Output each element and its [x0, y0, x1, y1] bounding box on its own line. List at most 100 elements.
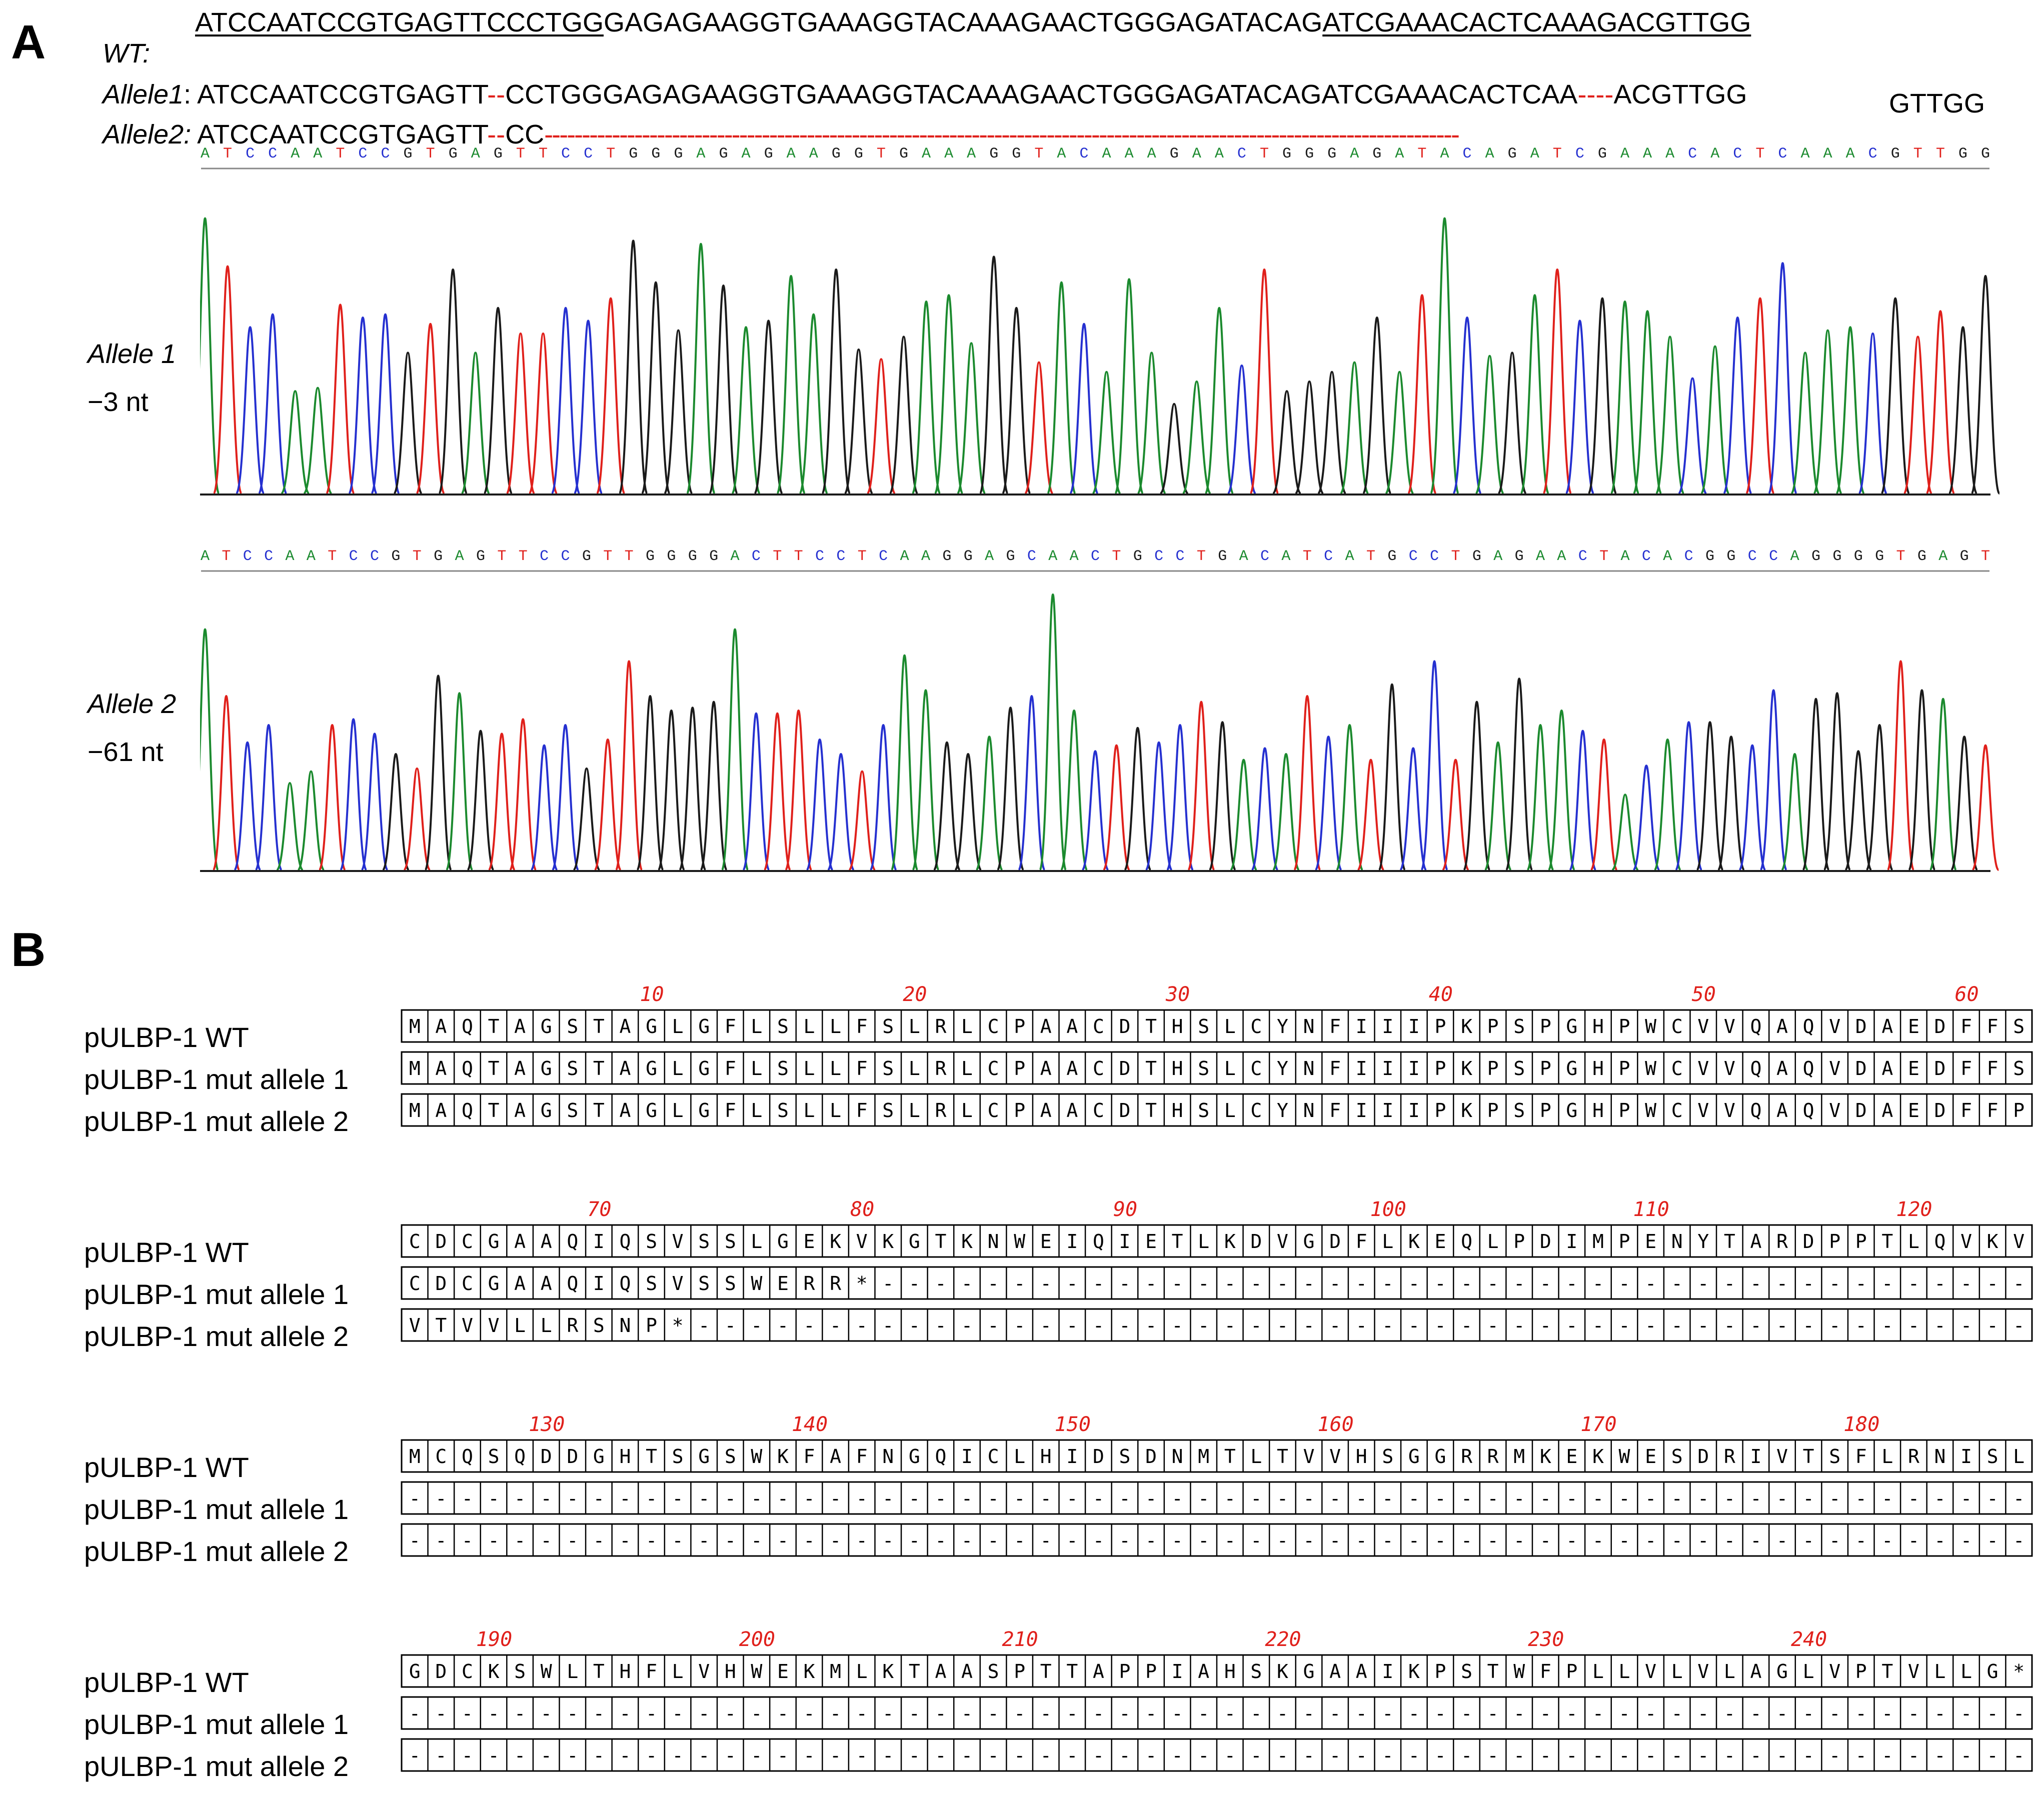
residue: F	[1329, 1058, 1341, 1080]
residue: -	[1093, 1488, 1104, 1510]
trace-peak	[505, 332, 536, 494]
trace-peak	[258, 313, 288, 494]
residue: K	[1987, 1230, 1998, 1252]
base-call-letter: C	[1324, 548, 1333, 565]
residue: K	[1224, 1230, 1236, 1252]
residue: -	[1540, 1702, 1551, 1724]
residue: G	[698, 1446, 710, 1468]
residue: C	[988, 1058, 999, 1080]
residue: G	[1987, 1660, 1998, 1682]
residue: -	[672, 1530, 684, 1552]
chromatogram-2-label: Allele 2 −61 nt	[88, 680, 176, 776]
residue: F	[856, 1058, 868, 1080]
trace-peak	[615, 660, 643, 871]
trace-peak	[1229, 758, 1258, 871]
residue: -	[1119, 1702, 1131, 1724]
residue: -	[1356, 1272, 1367, 1294]
trace-peak	[1790, 352, 1820, 494]
residue: -	[1987, 1702, 1998, 1724]
base-call-letter: G	[942, 548, 951, 565]
residue: L	[961, 1100, 973, 1122]
residue: -	[1093, 1314, 1104, 1336]
residue: C	[462, 1272, 473, 1294]
trace-peak	[996, 706, 1025, 871]
base-call-letter: A	[1440, 146, 1449, 162]
residue: P	[646, 1314, 657, 1336]
trace-peak	[1857, 332, 1888, 494]
residue: -	[593, 1702, 605, 1724]
residue: -	[1960, 1488, 1972, 1510]
trace-peak	[325, 304, 356, 494]
residue: T	[1040, 1660, 1052, 1682]
base-call-letter: A	[1070, 548, 1079, 565]
residue: E	[777, 1660, 789, 1682]
residue: A	[1040, 1058, 1052, 1080]
residue: -	[1356, 1530, 1367, 1552]
base-call-letter: G	[1960, 548, 1969, 565]
base-call-letter: A	[1620, 146, 1629, 162]
trace-peak	[1835, 326, 1865, 494]
base-call-letter: A	[1192, 146, 1201, 162]
residue: -	[1829, 1314, 1840, 1336]
residue: L	[961, 1058, 973, 1080]
residue: -	[856, 1744, 868, 1766]
base-call-letter: T	[606, 146, 615, 162]
base-call-letter: C	[815, 548, 824, 565]
residue: -	[1145, 1314, 1157, 1336]
residue: I	[1960, 1446, 1972, 1468]
residue: -	[961, 1530, 973, 1552]
residue: -	[882, 1272, 894, 1294]
residue: -	[882, 1530, 894, 1552]
residue: -	[1461, 1530, 1472, 1552]
trace-peak	[382, 752, 410, 871]
residue: S	[988, 1660, 999, 1682]
residue: L	[1803, 1660, 1814, 1682]
residue: -	[646, 1530, 657, 1552]
residue: E	[777, 1272, 789, 1294]
residue: A	[1776, 1016, 1788, 1038]
residue: V	[1697, 1058, 1709, 1080]
residue: L	[961, 1016, 973, 1038]
base-call-letter: A	[1823, 146, 1832, 162]
residue: -	[1119, 1314, 1131, 1336]
residue: V	[1960, 1230, 1972, 1252]
residue: I	[1382, 1058, 1393, 1080]
trace-peak	[1484, 741, 1512, 871]
base-call-letter: A	[1643, 146, 1652, 162]
residue: L	[1881, 1446, 1893, 1468]
residue: -	[1303, 1488, 1315, 1510]
residue: Y	[1697, 1230, 1709, 1252]
residue: P	[1434, 1058, 1446, 1080]
residue: -	[1592, 1744, 1604, 1766]
trace-peak	[827, 752, 855, 871]
residue: L	[1671, 1660, 1683, 1682]
residue: L	[909, 1016, 920, 1038]
residue: E	[1645, 1230, 1656, 1252]
residue: D	[1855, 1016, 1867, 1038]
residue: -	[882, 1488, 894, 1510]
residue: -	[1198, 1272, 1209, 1294]
base-call-letter: A	[921, 548, 930, 565]
trace-peak	[911, 300, 941, 494]
residue: -	[1277, 1272, 1288, 1294]
residue: S	[567, 1058, 578, 1080]
residue: F	[856, 1016, 868, 1038]
base-call-letter: T	[1599, 548, 1608, 565]
residue: A	[619, 1058, 631, 1080]
residue: -	[1829, 1744, 1840, 1766]
residue: V	[1829, 1100, 1840, 1122]
residue: Q	[1750, 1016, 1761, 1038]
residue: H	[1172, 1100, 1183, 1122]
base-call-letter: C	[1868, 146, 1877, 162]
residue: -	[1908, 1530, 1919, 1552]
residue: S	[882, 1058, 894, 1080]
residue: V	[1829, 1058, 1840, 1080]
residue: -	[1619, 1530, 1630, 1552]
residue: S	[1829, 1446, 1840, 1468]
base-call-letter: T	[1913, 146, 1922, 162]
base-call-letter: C	[540, 548, 549, 565]
position-number: 10	[640, 983, 664, 1006]
residue: R	[935, 1100, 946, 1122]
residue: D	[1934, 1016, 1946, 1038]
residue: K	[1461, 1100, 1472, 1122]
